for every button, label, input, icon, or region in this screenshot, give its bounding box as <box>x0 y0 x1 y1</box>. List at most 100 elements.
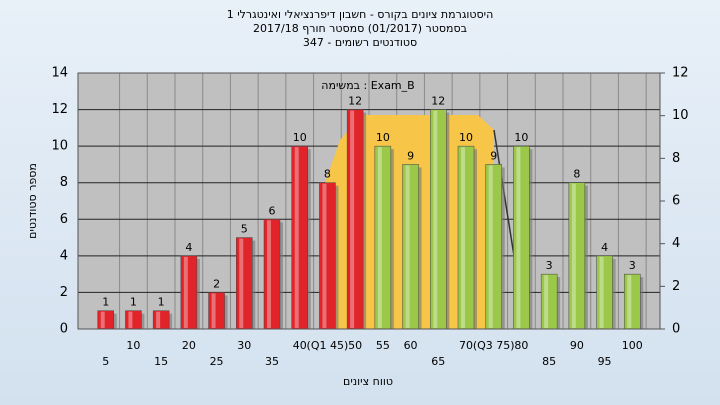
bar-highlight <box>405 165 410 328</box>
chart-subtitle: סטודנטים רשומים - 347 <box>303 36 417 49</box>
value-label: 1 <box>158 296 165 309</box>
value-label: 6 <box>269 204 276 217</box>
bar-highlight <box>294 147 299 328</box>
value-label: 10 <box>376 131 390 144</box>
x-tick-label: 65 <box>431 355 445 368</box>
bar-highlight <box>156 311 161 328</box>
bar <box>319 182 336 330</box>
x-tick-label: 35 <box>265 355 279 368</box>
y-tick-label: 4 <box>60 248 68 263</box>
bar <box>97 310 114 330</box>
x-tick-label: 80 <box>514 339 528 352</box>
x-tick-label: 55 <box>376 339 390 352</box>
y-axis-title: מספר סטודנטים <box>26 163 39 239</box>
x-tick-label: (Q1 45) <box>307 339 349 352</box>
y-tick-label: 0 <box>60 322 68 337</box>
bar-highlight <box>183 256 188 328</box>
y-tick-label: 12 <box>51 102 68 117</box>
y2-tick-label: 10 <box>672 108 689 123</box>
value-label: 8 <box>573 168 580 181</box>
x-tick-label: 85 <box>542 355 556 368</box>
bar <box>346 109 364 330</box>
chart-subtitle: בסמסטר (01/2017) סמסטר חורף 2017/18 <box>253 22 467 35</box>
x-tick-label: 60 <box>404 339 418 352</box>
annotation: במשימה : Exam_B <box>321 79 414 92</box>
x-tick-label: 90 <box>570 339 584 352</box>
value-label: 2 <box>213 277 220 290</box>
bar <box>540 273 558 330</box>
bar-highlight <box>516 147 521 328</box>
value-label: 9 <box>490 149 497 162</box>
bar <box>291 145 308 330</box>
bar <box>374 145 392 330</box>
bar <box>624 273 641 330</box>
y-tick-label: 2 <box>60 285 68 300</box>
x-tick-label: 15 <box>154 355 168 368</box>
bar <box>596 255 613 330</box>
x-tick-label: 25 <box>210 355 224 368</box>
y2-tick-label: 8 <box>672 151 680 166</box>
value-label: 4 <box>185 241 192 254</box>
bar <box>457 145 475 330</box>
bar-highlight <box>571 183 576 328</box>
value-label: 12 <box>431 95 445 108</box>
bar-highlight <box>128 311 133 328</box>
bar-highlight <box>267 220 271 328</box>
y-tick-label: 6 <box>60 212 68 227</box>
x-tick-label: 5 <box>102 355 109 368</box>
value-label: 8 <box>324 168 331 181</box>
x-tick-label: 70 <box>459 339 473 352</box>
bar <box>208 292 225 330</box>
bar-highlight <box>599 256 604 328</box>
y-tick-label: 14 <box>51 66 68 81</box>
bar-highlight <box>433 110 438 328</box>
x-tick-label: 50 <box>348 339 362 352</box>
bar <box>430 109 447 330</box>
x-tick-label: (Q3 75) <box>473 339 515 352</box>
bar-highlight <box>627 275 632 328</box>
chart-title: היסטוגרמת ציונים בקורס - חשבון דיפרנציאל… <box>227 8 494 21</box>
bar-highlight <box>211 293 216 328</box>
bar-highlight <box>461 147 465 328</box>
bar <box>513 145 530 330</box>
y2-tick-label: 2 <box>672 279 680 294</box>
y2-tick-label: 4 <box>672 236 680 251</box>
bar-highlight <box>322 183 327 328</box>
bar <box>485 164 502 330</box>
bar-highlight <box>350 110 355 328</box>
bar-highlight <box>488 165 493 328</box>
bar-highlight <box>377 147 382 328</box>
bar-highlight <box>544 275 549 328</box>
value-label: 4 <box>601 241 608 254</box>
bar-highlight <box>100 311 105 328</box>
x-tick-label: 20 <box>182 339 196 352</box>
value-label: 3 <box>546 259 553 272</box>
bar <box>402 164 419 330</box>
y2-tick-label: 0 <box>672 322 680 337</box>
bar <box>125 310 142 330</box>
value-label: 1 <box>130 296 137 309</box>
value-label: 10 <box>459 131 473 144</box>
value-label: 10 <box>293 131 307 144</box>
x-tick-label: 30 <box>237 339 251 352</box>
value-label: 9 <box>407 149 414 162</box>
bar <box>263 219 281 330</box>
bar <box>152 310 170 330</box>
value-label: 1 <box>102 296 109 309</box>
y2-tick-label: 6 <box>672 194 680 209</box>
y-tick-label: 8 <box>60 175 68 190</box>
value-label: 10 <box>514 131 528 144</box>
bar <box>568 182 586 330</box>
x-axis-title: טווח ציונים <box>343 375 393 388</box>
x-tick-label: 40 <box>293 339 307 352</box>
value-label: 3 <box>629 259 636 272</box>
x-tick-label: 95 <box>598 355 612 368</box>
value-label: 5 <box>241 223 248 236</box>
y2-tick-label: 12 <box>672 66 689 81</box>
bar <box>236 237 253 330</box>
x-tick-label: 10 <box>126 339 140 352</box>
bar-highlight <box>239 238 244 328</box>
value-label: 12 <box>348 95 362 108</box>
x-tick-label: 100 <box>622 339 643 352</box>
